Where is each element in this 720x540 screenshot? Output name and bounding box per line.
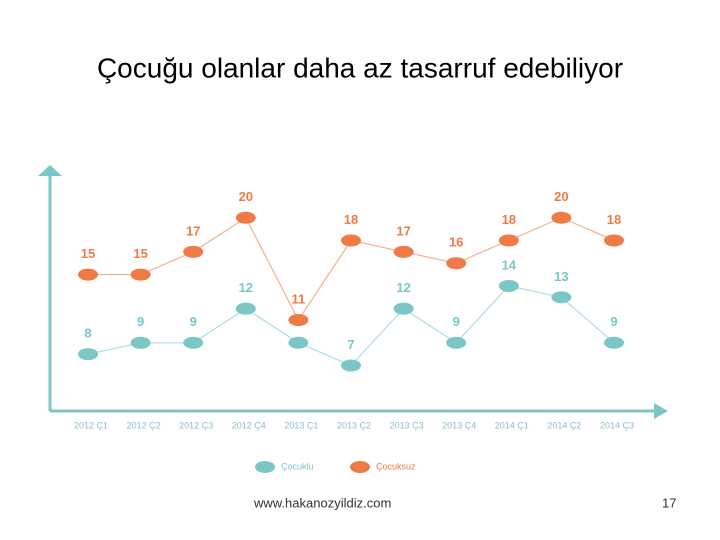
data-label: 14 — [502, 257, 517, 272]
data-point — [446, 257, 467, 270]
data-point — [393, 302, 414, 315]
data-point — [235, 211, 256, 224]
data-label: 17 — [396, 223, 410, 238]
x-axis-arrow — [654, 403, 668, 419]
data-point — [78, 348, 98, 361]
data-point — [183, 336, 204, 349]
data-label: 17 — [186, 223, 200, 238]
data-point — [393, 245, 414, 258]
series-line — [88, 216, 615, 322]
data-label: 9 — [610, 314, 617, 329]
data-label: 20 — [554, 189, 568, 204]
data-point — [183, 245, 204, 258]
data-point — [341, 234, 361, 247]
data-label: 9 — [190, 314, 197, 329]
x-tick-label: 2014 Ç1 — [495, 420, 529, 430]
data-label: 13 — [554, 269, 568, 284]
data-label: 15 — [133, 246, 147, 261]
data-label: 15 — [81, 246, 95, 261]
data-label: 12 — [239, 280, 253, 295]
data-label: 9 — [137, 314, 144, 329]
data-point — [604, 234, 624, 247]
x-tick-label: 2013 Ç3 — [390, 420, 424, 430]
page-number: 17 — [662, 495, 676, 510]
data-point — [498, 279, 519, 292]
data-point — [288, 314, 309, 327]
series-line — [87, 285, 615, 367]
data-point — [446, 336, 467, 349]
data-label: 8 — [84, 326, 91, 341]
x-tick-label: 2013 Ç1 — [284, 420, 318, 430]
x-tick-label: 2012 Ç3 — [179, 420, 213, 430]
data-point — [604, 336, 624, 349]
legend-label: Çocuksuz — [376, 461, 416, 471]
data-label: 20 — [239, 189, 253, 204]
x-tick-label: 2012 Ç4 — [232, 420, 266, 430]
x-tick-label: 2014 Ç2 — [547, 420, 581, 430]
x-tick-label: 2013 Ç4 — [442, 420, 476, 430]
data-point — [130, 336, 151, 349]
chart-title: Çocuğu olanlar daha az tasarruf edebiliy… — [97, 52, 623, 83]
x-tick-label: 2012 Ç1 — [74, 420, 108, 430]
data-label: 11 — [292, 291, 306, 306]
footer-source: www.hakanozyildiz.com — [253, 495, 391, 510]
legend-label: Çocuklu — [281, 461, 314, 471]
data-point — [78, 268, 98, 281]
data-label: 18 — [607, 212, 621, 227]
x-tick-label: 2013 Ç2 — [337, 420, 371, 430]
data-label: 16 — [449, 235, 463, 250]
data-point — [130, 268, 151, 281]
data-point — [551, 211, 572, 224]
data-point — [551, 291, 572, 304]
data-label: 7 — [347, 337, 354, 352]
data-label: 12 — [396, 280, 410, 295]
legend-marker — [350, 461, 370, 473]
data-label: 9 — [453, 314, 460, 329]
data-label: 18 — [344, 212, 358, 227]
legend-marker — [255, 461, 275, 473]
data-point — [341, 359, 361, 372]
data-label: 18 — [502, 212, 516, 227]
data-point — [235, 302, 256, 315]
x-tick-label: 2012 Ç2 — [127, 420, 161, 430]
data-point — [498, 234, 519, 247]
y-axis-arrow — [38, 165, 62, 176]
x-tick-label: 2014 Ç3 — [600, 420, 634, 430]
data-point — [288, 336, 309, 349]
